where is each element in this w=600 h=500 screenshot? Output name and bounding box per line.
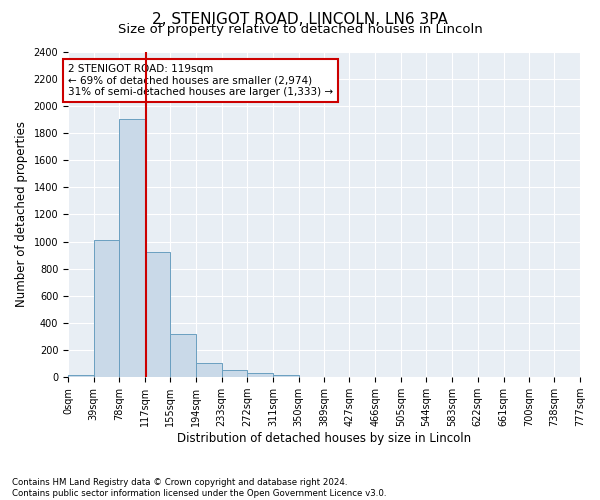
Text: 2 STENIGOT ROAD: 119sqm
← 69% of detached houses are smaller (2,974)
31% of semi: 2 STENIGOT ROAD: 119sqm ← 69% of detache…: [68, 64, 333, 97]
Bar: [196, 363, 221, 377]
Bar: [94, 240, 119, 377]
Text: Size of property relative to detached houses in Lincoln: Size of property relative to detached ho…: [118, 22, 482, 36]
Bar: [145, 252, 170, 377]
Bar: [273, 374, 299, 377]
Text: 2, STENIGOT ROAD, LINCOLN, LN6 3PA: 2, STENIGOT ROAD, LINCOLN, LN6 3PA: [152, 12, 448, 28]
Bar: [247, 373, 273, 377]
Bar: [68, 374, 94, 377]
Bar: [170, 334, 196, 377]
X-axis label: Distribution of detached houses by size in Lincoln: Distribution of detached houses by size …: [177, 432, 471, 445]
Text: Contains HM Land Registry data © Crown copyright and database right 2024.
Contai: Contains HM Land Registry data © Crown c…: [12, 478, 386, 498]
Bar: [119, 120, 145, 377]
Bar: [221, 370, 247, 377]
Y-axis label: Number of detached properties: Number of detached properties: [15, 122, 28, 308]
